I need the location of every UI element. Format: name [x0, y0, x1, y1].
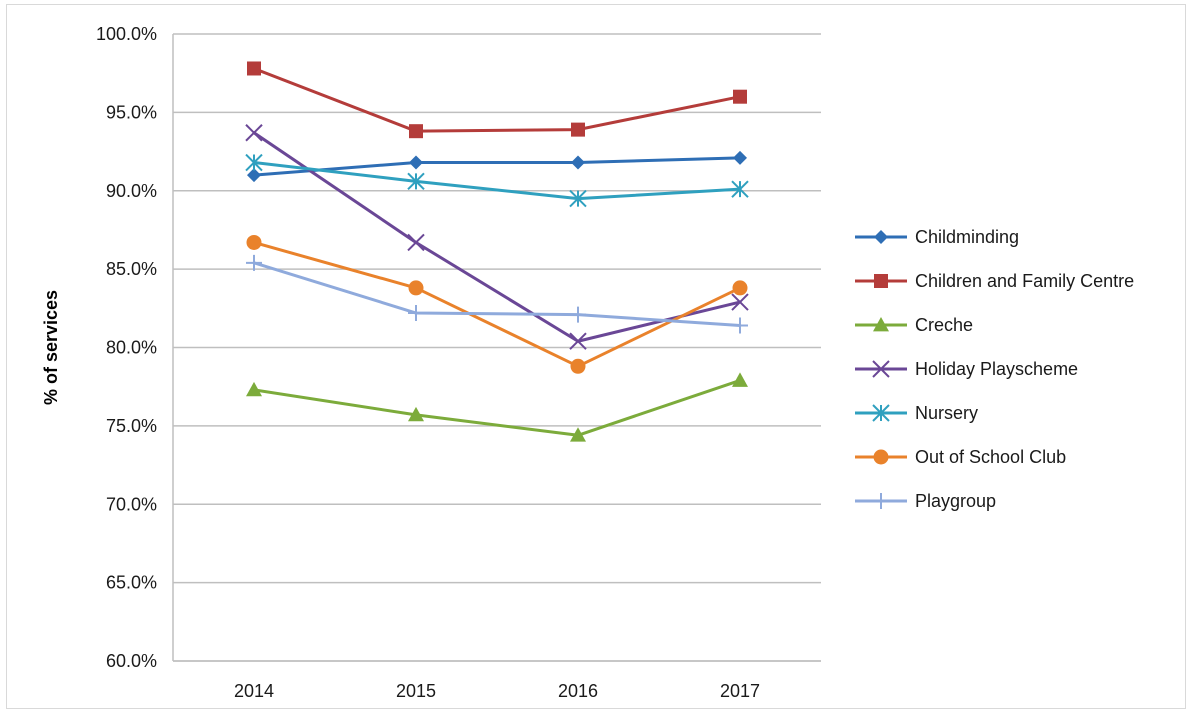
y-tick-label: 60.0%	[106, 651, 157, 671]
data-point	[569, 189, 587, 208]
legend-item-holiday-playscheme: Holiday Playscheme	[855, 359, 1078, 379]
data-point	[407, 172, 425, 191]
data-point	[731, 293, 749, 311]
x-tick-label: 2015	[396, 681, 436, 701]
legend-item-out-of-school-club: Out of School Club	[855, 447, 1066, 467]
y-tick-label: 90.0%	[106, 181, 157, 201]
legend-marker	[872, 404, 890, 422]
series-childminding	[247, 150, 747, 183]
y-axis-title: % of services	[41, 290, 61, 405]
series-holiday-playscheme	[245, 124, 749, 350]
y-tick-label: 85.0%	[106, 259, 157, 279]
data-point	[409, 155, 423, 170]
data-point	[571, 155, 585, 170]
y-tick-label: 100.0%	[96, 24, 157, 44]
x-tick-label: 2016	[558, 681, 598, 701]
legend-item-playgroup: Playgroup	[855, 491, 996, 511]
y-tick-label: 75.0%	[106, 416, 157, 436]
data-point	[245, 124, 263, 142]
legend-item-creche: Creche	[855, 315, 973, 335]
data-point	[731, 180, 749, 198]
x-tick-labels: 2014 2015 2016 2017	[234, 681, 760, 701]
legend-marker	[872, 360, 890, 378]
legend-label: Childminding	[915, 227, 1019, 247]
series-out-of-school-club	[246, 234, 748, 374]
legend-label: Out of School Club	[915, 447, 1066, 467]
data-point	[408, 305, 424, 322]
data-point	[407, 233, 425, 252]
y-tick-label: 95.0%	[106, 102, 157, 122]
series-line-childminding	[252, 156, 742, 177]
series-children-and-family-centre	[247, 61, 747, 139]
legend-marker	[873, 317, 889, 332]
series-line-out-of-school-club	[252, 240, 742, 368]
series-line-creche	[252, 378, 742, 437]
data-point	[733, 89, 747, 104]
data-point	[246, 234, 262, 250]
data-point	[408, 406, 424, 422]
data-point	[246, 254, 262, 271]
data-point	[732, 317, 748, 334]
legend-marker	[874, 230, 888, 244]
legend-marker	[873, 493, 889, 509]
data-point	[733, 150, 747, 165]
chart-frame: 60.0% 65.0% 70.0% 75.0% 80.0% 85.0% 90.0% 95.0%…	[6, 4, 1186, 709]
data-point	[246, 381, 262, 397]
data-point	[732, 280, 748, 296]
legend-item-childminding: Childminding	[855, 227, 1019, 247]
legend-label: Playgroup	[915, 491, 996, 511]
legend-item-children-and-family-centre: Children and Family Centre	[855, 271, 1134, 291]
y-tick-labels: 60.0% 65.0% 70.0% 75.0% 80.0% 85.0% 90.0% 95.0%…	[96, 24, 157, 671]
gridlines	[173, 33, 821, 662]
series-creche	[246, 372, 748, 442]
data-point	[732, 372, 748, 387]
x-tick-label: 2014	[234, 681, 274, 701]
x-tick-label: 2017	[720, 681, 760, 701]
legend-label: Children and Family Centre	[915, 271, 1134, 291]
series-line-children-and-family-centre	[252, 66, 742, 133]
data-point	[409, 124, 423, 139]
series-line-nursery	[252, 161, 742, 201]
line-chart: 60.0% 65.0% 70.0% 75.0% 80.0% 85.0% 90.0% 95.0%…	[41, 24, 1134, 701]
series-playgroup	[246, 254, 748, 334]
y-tick-label: 70.0%	[106, 494, 157, 514]
data-point	[570, 358, 586, 374]
legend-marker	[874, 274, 888, 288]
data-point	[570, 306, 586, 323]
y-tick-label: 65.0%	[106, 573, 157, 593]
series-nursery	[245, 153, 749, 208]
legend-marker	[873, 449, 889, 465]
series-line-playgroup	[252, 261, 742, 328]
data-point	[569, 332, 587, 350]
data-point	[247, 168, 261, 183]
legend-item-nursery: Nursery	[855, 403, 978, 423]
legend-label: Creche	[915, 315, 973, 335]
y-tick-label: 80.0%	[106, 338, 157, 358]
series-line-holiday-playscheme	[252, 131, 742, 343]
data-point	[245, 153, 263, 172]
data-point	[571, 122, 585, 137]
legend: Childminding Children and Family Centre Cr…	[855, 227, 1134, 511]
axes	[172, 34, 821, 662]
series-lines	[245, 61, 749, 442]
data-point	[408, 280, 424, 296]
data-point	[247, 61, 261, 76]
data-point	[570, 427, 586, 442]
legend-label: Nursery	[915, 403, 978, 423]
legend-label: Holiday Playscheme	[915, 359, 1078, 379]
